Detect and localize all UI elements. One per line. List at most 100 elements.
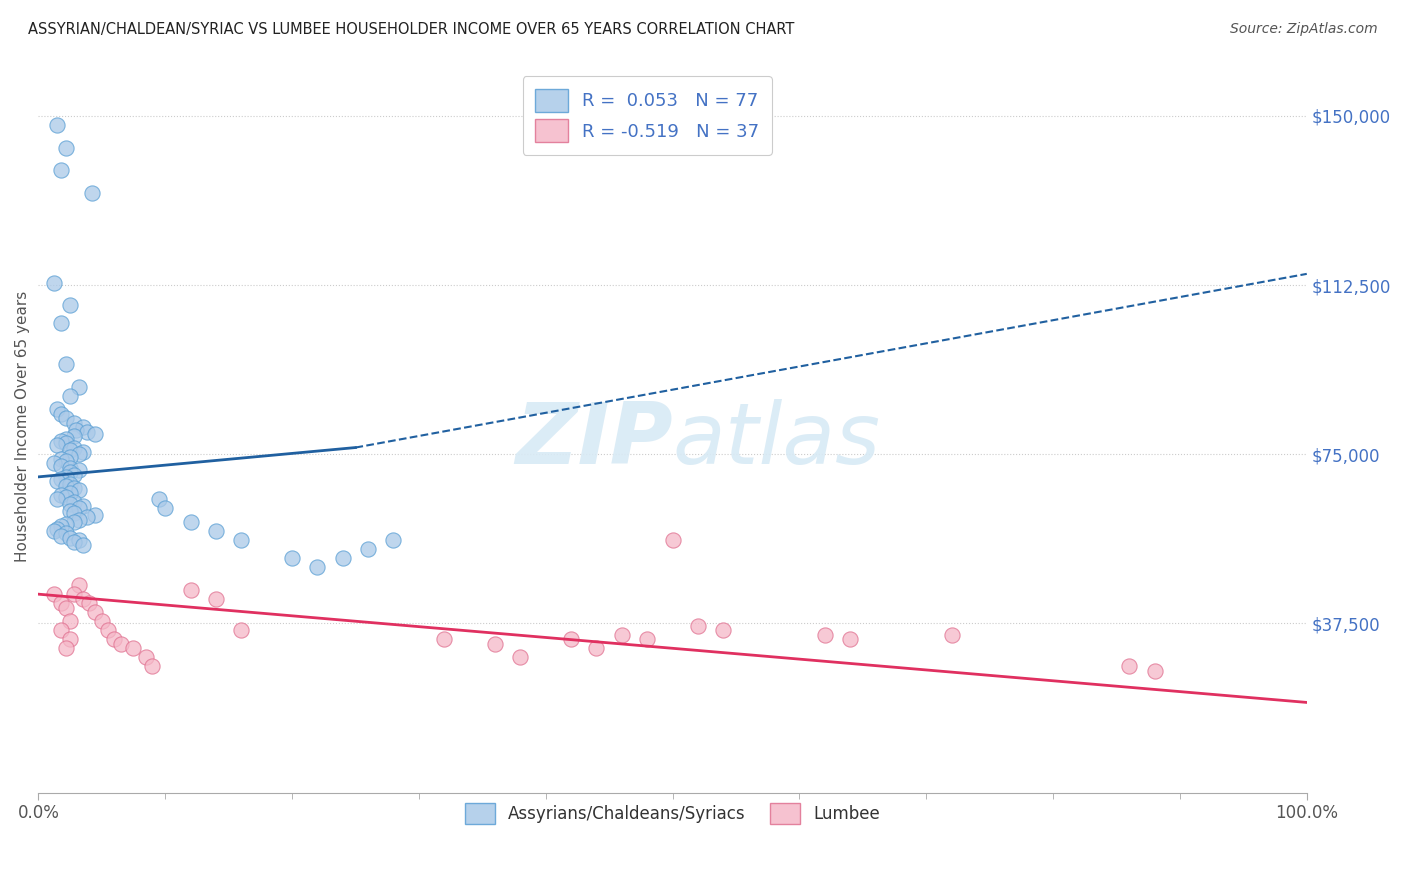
Point [357, 542, 380, 557]
Point [84, 427, 107, 442]
Point [67, 501, 90, 516]
Point [307, 560, 329, 574]
Point [55, 600, 77, 615]
Point [59, 389, 82, 403]
Point [610, 628, 633, 642]
Point [59, 461, 82, 475]
Point [51, 488, 73, 502]
Point [59, 476, 82, 491]
Point [59, 632, 82, 647]
Point [42, 456, 65, 470]
Point [63, 481, 86, 495]
Point [686, 619, 709, 633]
Point [110, 637, 132, 651]
Point [63, 429, 86, 443]
Point [382, 533, 405, 547]
Point [55, 517, 77, 532]
Point [72, 445, 94, 459]
Point [55, 470, 77, 484]
Point [63, 587, 86, 601]
Point [77, 596, 100, 610]
Point [941, 628, 963, 642]
Point [205, 524, 228, 538]
Point [122, 641, 145, 656]
Point [59, 614, 82, 628]
Point [72, 537, 94, 551]
Point [59, 497, 82, 511]
Point [59, 485, 82, 500]
Point [814, 628, 837, 642]
Legend: Assyrians/Chaldeans/Syriacs, Lumbee: Assyrians/Chaldeans/Syriacs, Lumbee [453, 791, 893, 836]
Point [51, 624, 73, 638]
Point [231, 533, 253, 547]
Point [63, 535, 86, 549]
Point [148, 492, 170, 507]
Point [180, 515, 202, 529]
Point [42, 587, 65, 601]
Point [67, 447, 90, 461]
Point [76, 510, 98, 524]
Point [67, 578, 90, 592]
Point [90, 614, 112, 628]
Point [84, 508, 107, 523]
Point [63, 506, 86, 520]
Point [72, 420, 94, 434]
Point [55, 526, 77, 541]
Point [180, 582, 202, 597]
Text: ASSYRIAN/CHALDEAN/SYRIAC VS LUMBEE HOUSEHOLDER INCOME OVER 65 YEARS CORRELATION : ASSYRIAN/CHALDEAN/SYRIAC VS LUMBEE HOUSE… [28, 22, 794, 37]
Point [59, 298, 82, 312]
Point [205, 591, 228, 606]
Point [63, 494, 86, 508]
Point [55, 454, 77, 468]
Point [51, 407, 73, 421]
Point [67, 533, 90, 547]
Point [103, 632, 125, 647]
Point [51, 528, 73, 542]
Point [332, 551, 354, 566]
Point [231, 624, 253, 638]
Point [51, 434, 73, 448]
Point [59, 466, 82, 480]
Point [55, 641, 77, 656]
Point [51, 451, 73, 466]
Point [42, 276, 65, 290]
Point [46, 475, 69, 489]
Point [67, 513, 90, 527]
Point [59, 531, 82, 545]
Point [55, 432, 77, 446]
Point [46, 492, 69, 507]
Point [661, 533, 683, 547]
Point [59, 504, 82, 518]
Point [42, 524, 65, 538]
Point [46, 402, 69, 417]
Point [433, 632, 456, 647]
Point [55, 140, 77, 154]
Point [72, 591, 94, 606]
Point [63, 416, 86, 430]
Point [46, 522, 69, 536]
Point [63, 441, 86, 455]
Point [46, 118, 69, 132]
Point [141, 659, 163, 673]
Point [72, 499, 94, 513]
Text: atlas: atlas [672, 400, 880, 483]
Point [55, 436, 77, 450]
Point [711, 624, 734, 638]
Point [80, 186, 103, 200]
Point [281, 551, 304, 566]
Point [51, 596, 73, 610]
Point [59, 442, 82, 457]
Point [51, 472, 73, 486]
Point [55, 479, 77, 493]
Point [55, 411, 77, 425]
Point [67, 483, 90, 498]
Point [51, 163, 73, 178]
Point [153, 501, 176, 516]
Point [84, 605, 107, 619]
Point [636, 632, 658, 647]
Point [585, 641, 607, 656]
Text: ZIP: ZIP [515, 400, 672, 483]
Text: Source: ZipAtlas.com: Source: ZipAtlas.com [1230, 22, 1378, 37]
Point [97, 624, 120, 638]
Point [55, 490, 77, 504]
